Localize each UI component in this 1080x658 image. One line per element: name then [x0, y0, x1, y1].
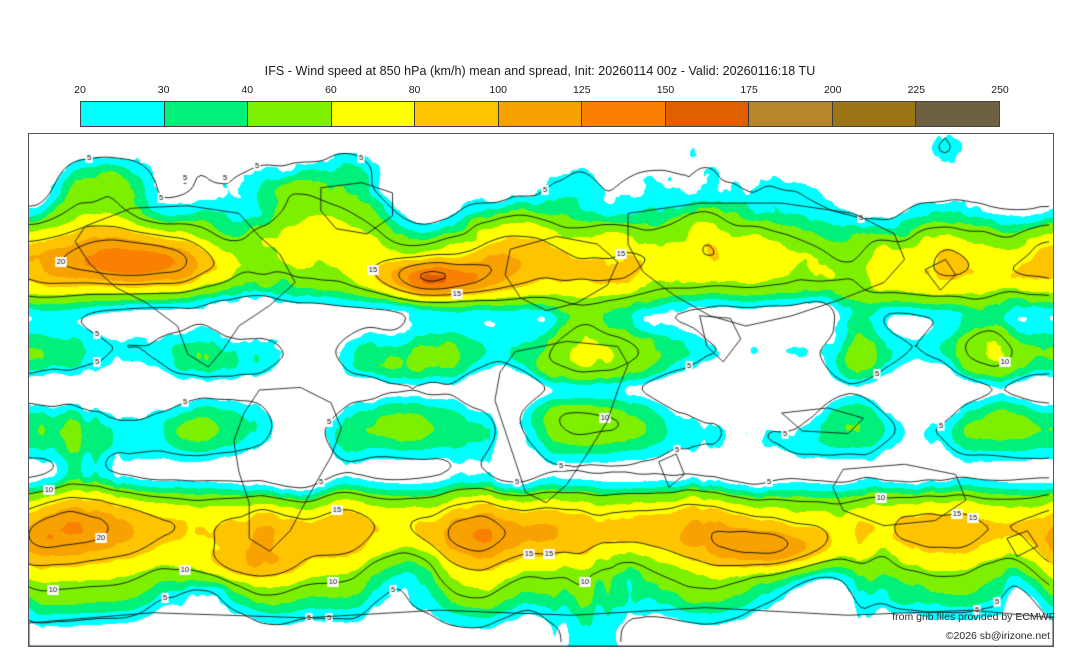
colorbar-tick-label: 20	[74, 84, 86, 96]
colorbar-segment	[582, 102, 666, 126]
colorbar-tick-label: 30	[157, 84, 170, 96]
colorbar-tick-label: 100	[489, 84, 507, 96]
page-title: IFS - Wind speed at 850 hPa (km/h) mean …	[264, 64, 816, 78]
colorbar-tick-label: 150	[656, 84, 675, 96]
colorbar-tick-label: 60	[325, 84, 337, 96]
colorbar-tick-label: 125	[573, 84, 591, 96]
colorbar-tick-label: 200	[823, 84, 842, 96]
colorbar-tick-label: 225	[907, 84, 926, 96]
colorbar-segment	[164, 102, 249, 126]
colorbar-segment	[81, 102, 165, 126]
colorbar-segment	[749, 102, 833, 126]
colorbar-tick-labels: 20 30 40 60 80 100 125 150 175 200 225 250	[74, 84, 1009, 100]
map-frame[interactable]	[28, 133, 1054, 647]
colorbar-segment	[832, 102, 917, 126]
colorbar-tick-label: 175	[740, 84, 758, 96]
weather-map-canvas[interactable]	[29, 134, 1053, 646]
colorbar-gradient	[80, 101, 1000, 127]
copyright-credit: ©2026 sb@irizone.net	[945, 630, 1050, 642]
colorbar-segment	[665, 102, 750, 126]
data-source-credit: from grib files provided by ECMWF	[892, 611, 1055, 623]
colorbar-segment	[415, 102, 499, 126]
colorbar-segment	[248, 102, 332, 126]
colorbar: 20 30 40 60 80 100 125 150 175 200 225 250	[74, 84, 1009, 128]
colorbar-segment	[916, 102, 1000, 126]
colorbar-segment	[331, 102, 416, 126]
colorbar-tick-label: 250	[991, 84, 1009, 96]
colorbar-segment	[498, 102, 583, 126]
colorbar-tick-label: 40	[241, 84, 254, 96]
colorbar-tick-label: 80	[408, 84, 421, 96]
